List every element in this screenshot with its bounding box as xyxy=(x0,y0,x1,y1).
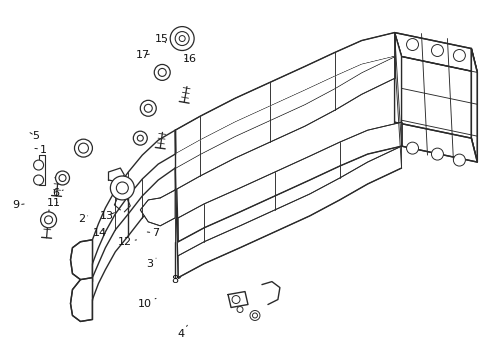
Circle shape xyxy=(55,171,70,185)
Polygon shape xyxy=(394,32,477,72)
Text: 6: 6 xyxy=(52,188,63,198)
Text: 11: 11 xyxy=(47,198,60,208)
Circle shape xyxy=(133,131,147,145)
Text: 17: 17 xyxy=(135,50,149,60)
Circle shape xyxy=(41,212,56,228)
Text: 14: 14 xyxy=(92,228,106,238)
Circle shape xyxy=(116,182,128,194)
Polygon shape xyxy=(178,146,401,278)
Text: 8: 8 xyxy=(171,275,180,285)
Text: 7: 7 xyxy=(147,228,160,238)
Polygon shape xyxy=(394,32,401,146)
Text: 16: 16 xyxy=(183,54,197,64)
Circle shape xyxy=(453,154,465,166)
Polygon shape xyxy=(175,32,394,154)
Text: 2: 2 xyxy=(78,215,88,224)
Circle shape xyxy=(59,175,66,181)
Circle shape xyxy=(140,100,156,116)
Circle shape xyxy=(250,310,260,320)
Text: 4: 4 xyxy=(178,325,187,339)
Text: 1: 1 xyxy=(35,144,47,154)
Circle shape xyxy=(170,27,194,50)
Text: 12: 12 xyxy=(118,237,137,247)
Circle shape xyxy=(175,32,189,45)
Circle shape xyxy=(432,148,443,160)
Text: 13: 13 xyxy=(100,211,115,221)
Circle shape xyxy=(110,176,134,200)
Text: 5: 5 xyxy=(30,131,39,141)
Circle shape xyxy=(34,160,44,170)
Polygon shape xyxy=(71,240,93,282)
Circle shape xyxy=(179,36,185,41)
Circle shape xyxy=(407,39,418,50)
Text: 15: 15 xyxy=(155,35,169,44)
Polygon shape xyxy=(175,57,394,190)
Circle shape xyxy=(453,50,465,62)
Circle shape xyxy=(34,175,44,185)
Polygon shape xyxy=(175,57,394,168)
Circle shape xyxy=(45,216,52,224)
Polygon shape xyxy=(394,122,477,162)
Circle shape xyxy=(144,104,152,112)
Polygon shape xyxy=(178,122,401,242)
Polygon shape xyxy=(471,49,477,162)
Circle shape xyxy=(237,306,243,312)
Circle shape xyxy=(137,135,143,141)
Circle shape xyxy=(154,64,170,80)
Polygon shape xyxy=(71,278,93,321)
Circle shape xyxy=(74,139,93,157)
Text: 9: 9 xyxy=(12,200,24,210)
Circle shape xyxy=(432,45,443,57)
Circle shape xyxy=(232,296,240,303)
Circle shape xyxy=(407,142,418,154)
Text: 3: 3 xyxy=(146,258,156,269)
Circle shape xyxy=(78,143,89,153)
Text: 10: 10 xyxy=(138,298,156,309)
Polygon shape xyxy=(140,190,175,226)
Circle shape xyxy=(252,313,257,318)
Circle shape xyxy=(158,68,166,76)
